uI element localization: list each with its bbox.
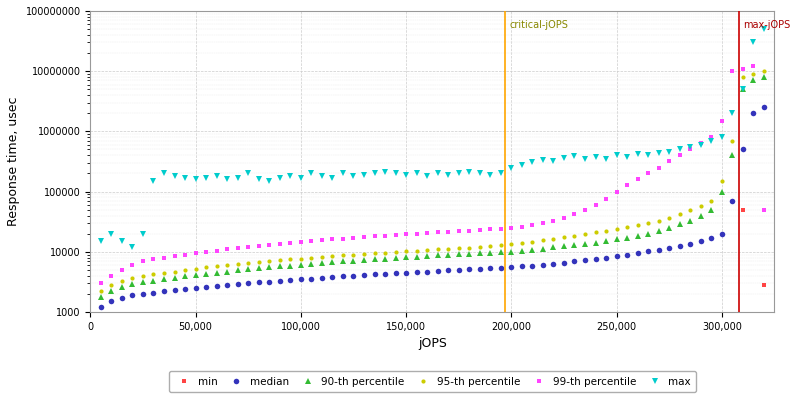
99-th percentile xyxy=(465,228,474,233)
Line: median: median xyxy=(98,105,766,310)
max xyxy=(96,239,106,244)
min xyxy=(370,312,379,317)
median xyxy=(517,264,526,269)
min xyxy=(465,312,474,317)
median xyxy=(422,269,432,274)
min xyxy=(517,312,526,317)
Line: 95-th percentile: 95-th percentile xyxy=(98,69,766,294)
90-th percentile xyxy=(180,274,190,279)
max xyxy=(380,170,390,174)
Line: 90-th percentile: 90-th percentile xyxy=(98,74,766,300)
min xyxy=(96,312,106,317)
max xyxy=(538,157,548,162)
90-th percentile xyxy=(465,251,474,256)
Legend: min, median, 90-th percentile, 95-th percentile, 99-th percentile, max: min, median, 90-th percentile, 95-th per… xyxy=(169,371,696,392)
99-th percentile xyxy=(96,281,106,286)
90-th percentile xyxy=(527,247,537,252)
95-th percentile xyxy=(517,240,526,245)
95-th percentile xyxy=(422,248,432,252)
max xyxy=(128,245,138,250)
max xyxy=(475,171,485,176)
99-th percentile xyxy=(749,64,758,69)
90-th percentile xyxy=(96,294,106,299)
99-th percentile xyxy=(759,207,769,212)
max xyxy=(190,177,200,182)
Text: max-jOPS: max-jOPS xyxy=(743,20,790,30)
90-th percentile xyxy=(422,254,432,258)
median xyxy=(180,287,190,292)
min xyxy=(180,312,190,317)
95-th percentile xyxy=(96,289,106,294)
95-th percentile xyxy=(527,239,537,244)
median xyxy=(370,272,379,277)
99-th percentile xyxy=(517,224,526,229)
Text: critical-jOPS: critical-jOPS xyxy=(510,20,568,30)
95-th percentile xyxy=(465,245,474,250)
95-th percentile xyxy=(180,268,190,272)
Line: 99-th percentile: 99-th percentile xyxy=(98,64,766,285)
95-th percentile xyxy=(759,69,769,74)
90-th percentile xyxy=(370,257,379,262)
99-th percentile xyxy=(370,234,379,239)
Y-axis label: Response time, usec: Response time, usec xyxy=(7,97,20,226)
min xyxy=(422,312,432,317)
Line: min: min xyxy=(98,208,766,317)
99-th percentile xyxy=(527,222,537,227)
90-th percentile xyxy=(517,248,526,253)
min xyxy=(759,283,769,288)
median xyxy=(465,267,474,272)
max xyxy=(527,160,537,164)
90-th percentile xyxy=(759,74,769,79)
max xyxy=(433,171,442,176)
99-th percentile xyxy=(180,252,190,257)
X-axis label: jOPS: jOPS xyxy=(418,337,447,350)
min xyxy=(527,312,537,317)
95-th percentile xyxy=(370,251,379,256)
median xyxy=(527,263,537,268)
Line: max: max xyxy=(98,26,767,250)
median xyxy=(96,305,106,310)
max xyxy=(759,27,769,32)
min xyxy=(738,207,748,212)
median xyxy=(759,105,769,110)
99-th percentile xyxy=(422,231,432,236)
